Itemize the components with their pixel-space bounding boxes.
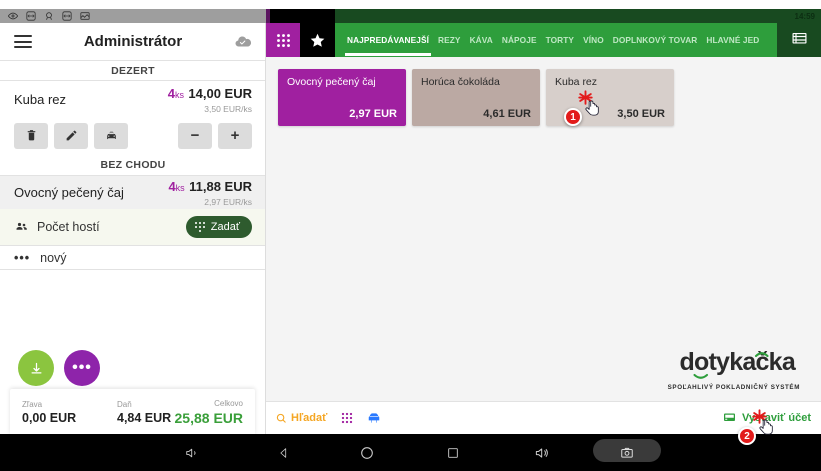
svg-text:SPOĽAHLIVÝ POKLADNIČNÝ SYSTÉM: SPOĽAHLIVÝ POKLADNIČNÝ SYSTÉM	[668, 383, 800, 391]
svg-text:dotykačka: dotykačka	[679, 348, 796, 376]
